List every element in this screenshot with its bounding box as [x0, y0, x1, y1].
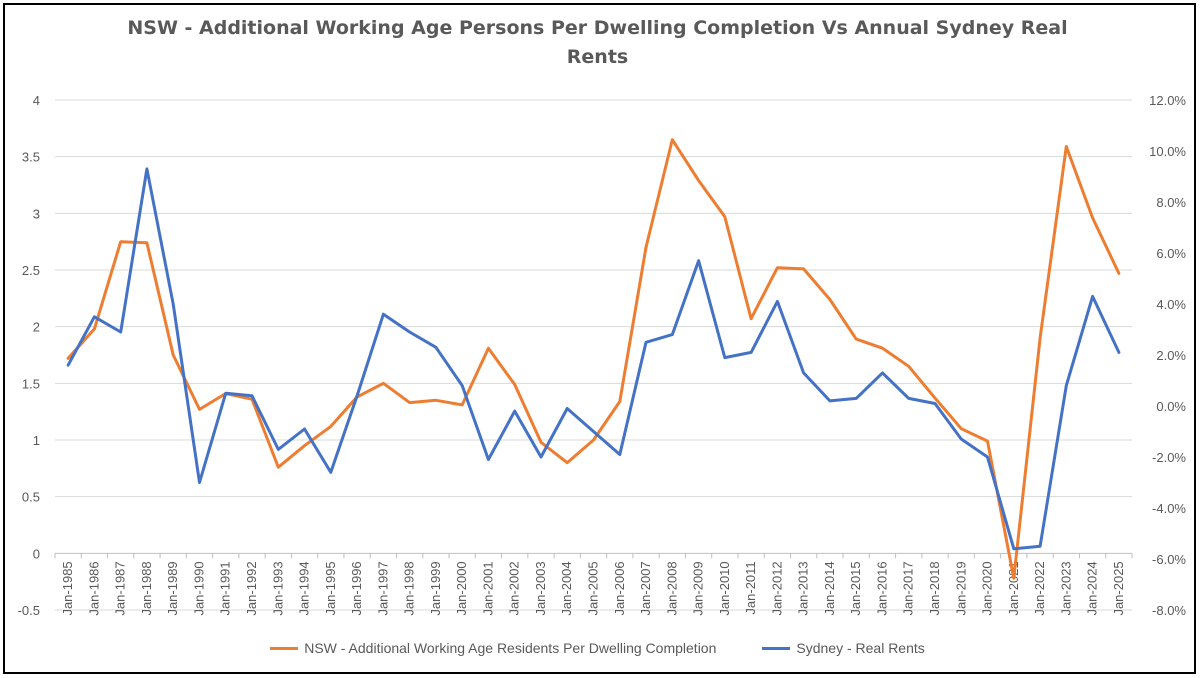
legend-swatch-blue — [762, 646, 791, 650]
x-tick-label: Jan-2021 — [1006, 561, 1021, 615]
right-tick-label: -4.0% — [1152, 501, 1186, 516]
x-tick-label: Jan-1999 — [428, 561, 443, 615]
x-tick-label: Jan-2000 — [454, 561, 469, 615]
series-layer — [66, 138, 1121, 580]
x-tick-label: Jan-2013 — [796, 561, 811, 615]
x-tick-label: Jan-1997 — [375, 561, 390, 615]
x-tick-label: Jan-1991 — [218, 561, 233, 615]
x-tick-label: Jan-1995 — [323, 561, 338, 615]
x-tick-label: Jan-1988 — [139, 561, 154, 615]
x-axis-ticks: Jan-1985 Jan-1986 Jan-1987 Jan-1988 Jan-1989… — [54, 553, 1133, 616]
gridlines — [55, 99, 1132, 611]
x-tick-label: Jan-2020 — [980, 561, 995, 615]
x-tick-label: Jan-2023 — [1058, 561, 1073, 615]
right-tick-label: 2.0% — [1156, 348, 1186, 363]
right-tick-label: -8.0% — [1152, 603, 1186, 618]
left-tick-label: 0.5 — [22, 490, 40, 505]
x-tick-label: Jan-2022 — [1032, 561, 1047, 615]
x-tick-label: Jan-1989 — [165, 561, 180, 615]
series-line-sydney-real-rents — [66, 167, 1121, 551]
chart-title: NSW - Additional Working Age Persons Per… — [0, 14, 1195, 72]
x-tick-label: Jan-2011 — [743, 561, 758, 614]
chart-title-line-1: NSW - Additional Working Age Persons Per… — [127, 17, 1068, 39]
x-tick-label: Jan-2001 — [480, 561, 495, 615]
x-tick-label: Jan-2002 — [507, 561, 522, 615]
left-tick-label: 1 — [33, 433, 40, 448]
legend-item-nsw: NSW - Additional Working Age Residents P… — [270, 640, 716, 656]
right-tick-label: 4.0% — [1156, 297, 1186, 312]
right-tick-label: 6.0% — [1156, 246, 1186, 261]
x-tick-label: Jan-1996 — [349, 561, 364, 615]
x-tick-label: Jan-2010 — [717, 561, 732, 615]
left-axis-ticks: -0.5 0 0.5 1 1.5 2 2.5 3 3.5 4 — [18, 93, 40, 618]
x-tick-label: Jan-2019 — [953, 561, 968, 615]
right-tick-label: 10.0% — [1149, 144, 1186, 159]
right-tick-label: 12.0% — [1149, 93, 1186, 108]
legend-swatch-orange — [270, 646, 299, 650]
x-tick-label: Jan-2018 — [927, 561, 942, 615]
right-tick-label: 0.0% — [1156, 399, 1186, 414]
x-tick-label: Jan-1994 — [297, 561, 312, 615]
left-tick-label: 3 — [33, 206, 40, 221]
right-axis-ticks: -8.0% -6.0% -4.0% -2.0% 0.0% 2.0% 4.0% 6.0% 8.0%… — [1149, 93, 1186, 618]
x-tick-label: Jan-1993 — [270, 561, 285, 615]
x-tick-label: Jan-2008 — [664, 561, 679, 615]
left-tick-label: 4 — [33, 93, 40, 108]
left-tick-label: 3.5 — [22, 150, 40, 165]
x-tick-label: Jan-1990 — [191, 561, 206, 615]
left-tick-label: 2 — [33, 320, 40, 335]
left-tick-label: -0.5 — [18, 603, 40, 618]
legend-label-sydney: Sydney - Real Rents — [796, 640, 925, 656]
left-tick-label: 0 — [33, 546, 40, 561]
x-tick-label: Jan-2012 — [769, 561, 784, 615]
x-tick-label: Jan-1992 — [244, 561, 259, 615]
right-tick-label: 8.0% — [1156, 195, 1186, 210]
x-tick-label: Jan-2015 — [848, 561, 863, 615]
left-tick-label: 1.5 — [22, 376, 40, 391]
x-tick-label: Jan-2009 — [691, 561, 706, 615]
x-tick-label: Jan-1987 — [113, 561, 128, 615]
right-tick-label: -2.0% — [1152, 450, 1186, 465]
legend-label-nsw: NSW - Additional Working Age Residents P… — [304, 640, 717, 656]
x-tick-label: Jan-1985 — [60, 561, 75, 615]
right-tick-label: -6.0% — [1152, 552, 1186, 567]
x-tick-label: Jan-2005 — [586, 561, 601, 615]
left-tick-label: 2.5 — [22, 263, 40, 278]
x-tick-label: Jan-2007 — [638, 561, 653, 615]
x-tick-label: Jan-2024 — [1085, 561, 1100, 615]
x-tick-label: Jan-2004 — [559, 561, 574, 615]
chart-frame — [3, 3, 1196, 674]
x-tick-label: Jan-2017 — [901, 561, 916, 615]
legend: NSW - Additional Working Age Residents P… — [0, 640, 1195, 656]
x-tick-label: Jan-2014 — [822, 561, 837, 615]
series-line-nsw-persons-per-dwelling — [66, 138, 1121, 580]
x-tick-label: Jan-2016 — [874, 561, 889, 615]
legend-item-sydney: Sydney - Real Rents — [762, 640, 925, 656]
chart-title-line-2: Rents — [566, 46, 629, 68]
x-tick-label: Jan-1998 — [402, 561, 417, 615]
x-tick-label: Jan-2006 — [612, 561, 627, 615]
x-tick-label: Jan-2025 — [1111, 561, 1126, 615]
x-tick-label: Jan-1986 — [86, 561, 101, 615]
x-tick-label: Jan-2003 — [533, 561, 548, 615]
